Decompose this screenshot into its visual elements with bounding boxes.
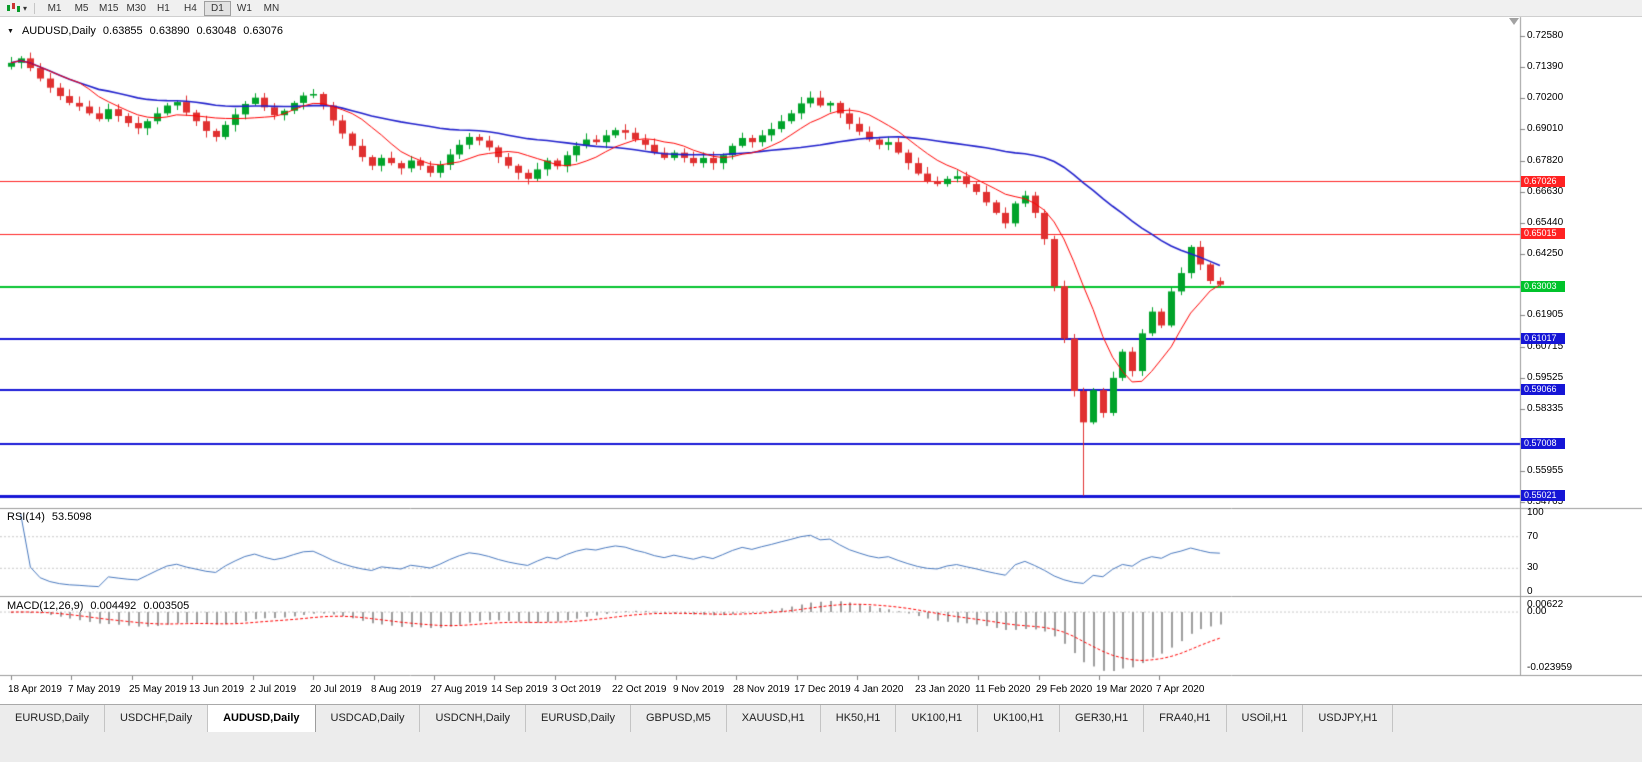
price-line-tag[interactable]: 0.67026 xyxy=(1521,175,1565,187)
timeframe-button-h4[interactable]: H4 xyxy=(184,2,197,14)
date-axis-label: 22 Oct 2019 xyxy=(612,684,667,695)
toolbar-separator xyxy=(34,2,36,14)
timeframe-button-d1[interactable]: D1 xyxy=(203,0,231,16)
timeframe-button-m1[interactable]: M1 xyxy=(47,2,62,14)
macd-value-main: 0.004492 xyxy=(90,600,137,612)
price-axis-label: 0.60715 xyxy=(1527,340,1564,352)
price-line-tag[interactable]: 0.61017 xyxy=(1521,333,1565,345)
macd-axis-zero: 0.00 xyxy=(1527,606,1547,618)
rsi-axis-label: 30 xyxy=(1527,562,1539,574)
chart-shift-marker[interactable] xyxy=(1509,18,1519,25)
rsi-axis-label: 100 xyxy=(1527,507,1544,518)
ohlc-close: 0.63076 xyxy=(243,25,283,37)
price-axis-label: 0.54765 xyxy=(1527,496,1564,508)
date-axis-label: 28 Nov 2019 xyxy=(733,684,790,695)
date-axis-label: 25 May 2019 xyxy=(129,684,187,695)
ohlc-low: 0.63048 xyxy=(196,25,237,37)
timeframe-toolbar: ▾ M1 M5 M15 M30 H1 H4 D1 W1 MN xyxy=(0,0,1642,17)
rsi-axis-label: 70 xyxy=(1527,530,1539,542)
price-axis-label: 0.65440 xyxy=(1527,216,1564,228)
chart-tab-usdcad-daily[interactable]: USDCAD,Daily xyxy=(315,705,421,732)
rsi-axis-label: 0 xyxy=(1527,586,1533,597)
price-axis-label: 0.64250 xyxy=(1527,247,1564,259)
price-axis-label: 0.66630 xyxy=(1527,185,1564,197)
date-axis-label: 8 Aug 2019 xyxy=(371,684,422,695)
date-axis-label: 7 May 2019 xyxy=(68,684,121,695)
date-axis-label: 23 Jan 2020 xyxy=(915,684,971,695)
date-axis-label: 4 Jan 2020 xyxy=(854,684,904,695)
chart-tab-audusd-daily[interactable]: AUDUSD,Daily xyxy=(208,705,316,732)
chart-tab-eurusd-daily[interactable]: EURUSD,Daily xyxy=(526,705,631,732)
chart-tab-usoil-h1[interactable]: USOil,H1 xyxy=(1226,705,1304,732)
rsi-name: RSI(14) xyxy=(7,511,45,523)
date-axis-label: 29 Feb 2020 xyxy=(1036,684,1093,695)
price-line-tag[interactable]: 0.63003 xyxy=(1521,281,1565,293)
price-axis-label: 0.71390 xyxy=(1527,61,1564,73)
chart-tab-usdjpy-h1[interactable]: USDJPY,H1 xyxy=(1303,705,1394,732)
chart-tab-ger30-h1[interactable]: GER30,H1 xyxy=(1059,705,1145,732)
chart-tab-hk50-h1[interactable]: HK50,H1 xyxy=(820,705,897,732)
timeframe-button-m5[interactable]: M5 xyxy=(74,2,89,14)
chart-type-icon[interactable] xyxy=(5,2,21,14)
macd-name: MACD(12,26,9) xyxy=(7,600,84,612)
price-line-tag[interactable]: 0.57008 xyxy=(1521,438,1565,450)
date-axis-label: 2 Jul 2019 xyxy=(250,684,297,695)
chevron-down-icon[interactable]: ▾ xyxy=(23,3,28,13)
date-axis-label: 17 Dec 2019 xyxy=(794,684,851,695)
chart-tab-usdcnh-daily[interactable]: USDCNH,Daily xyxy=(420,705,527,732)
date-axis-label: 7 Apr 2020 xyxy=(1156,684,1205,695)
price-line-tag[interactable]: 0.59066 xyxy=(1521,384,1565,396)
macd-panel-label: MACD(12,26,9) 0.004492 0.003505 xyxy=(7,600,189,612)
chart-tab-uk100-h1[interactable]: UK100,H1 xyxy=(978,705,1060,732)
date-axis-label: 13 Jun 2019 xyxy=(189,684,245,695)
price-axis-label: 0.67820 xyxy=(1527,154,1564,166)
date-axis-label: 19 Mar 2020 xyxy=(1096,684,1153,695)
chart-tab-uk100-h1[interactable]: UK100,H1 xyxy=(896,705,979,732)
price-axis-label: 0.58335 xyxy=(1527,402,1564,414)
timeframe-button-mn[interactable]: MN xyxy=(263,2,280,14)
macd-axis-max: 0.00622 xyxy=(1527,599,1564,610)
macd-value-signal: 0.003505 xyxy=(143,600,190,612)
chart-tab-gbpusd-m5[interactable]: GBPUSD,M5 xyxy=(631,705,727,732)
ohlc-header: ▼ AUDUSD,Daily 0.63855 0.63890 0.63048 0… xyxy=(7,25,283,37)
rsi-value: 53.5098 xyxy=(51,511,92,523)
chart-tab-xauusd-h1[interactable]: XAUUSD,H1 xyxy=(726,705,821,732)
chart-tab-eurusd-daily[interactable]: EURUSD,Daily xyxy=(0,705,105,732)
price-axis-label: 0.61905 xyxy=(1527,309,1564,321)
price-line-tag[interactable]: 0.65015 xyxy=(1521,228,1565,240)
timeframe-button-m15[interactable]: M15 xyxy=(99,2,119,14)
macd-axis-min: -0.023959 xyxy=(1527,662,1573,673)
symbol-dropdown-icon[interactable]: ▼ xyxy=(7,27,14,35)
timeframe-button-w1[interactable]: W1 xyxy=(236,2,252,14)
price-axis-label: 0.59525 xyxy=(1527,371,1564,383)
timeframe-buttons: M1 M5 M15 M30 H1 H4 D1 W1 MN xyxy=(41,0,285,16)
price-axis-label: 0.72580 xyxy=(1527,29,1564,41)
rsi-panel-label: RSI(14) 53.5098 xyxy=(7,511,92,523)
date-axis-label: 11 Feb 2020 xyxy=(975,684,1031,695)
price-axis-label: 0.55955 xyxy=(1527,465,1564,477)
date-axis-label: 14 Sep 2019 xyxy=(491,684,548,695)
date-axis-label: 9 Nov 2019 xyxy=(673,684,725,695)
chart-tab-usdchf-daily[interactable]: USDCHF,Daily xyxy=(104,705,209,732)
price-axis-label: 0.70200 xyxy=(1527,92,1564,104)
chart-tabs: EURUSD,Daily USDCHF,Daily AUDUSD,Daily USDC… xyxy=(0,704,1642,762)
chart-tab-fra40-h1[interactable]: FRA40,H1 xyxy=(1144,705,1227,732)
ohlc-high: 0.63890 xyxy=(149,25,190,37)
price-axis-label: 0.69010 xyxy=(1527,123,1564,135)
timeframe-button-h1[interactable]: H1 xyxy=(157,2,170,14)
date-axis-label: 20 Jul 2019 xyxy=(310,684,362,695)
date-axis-label: 18 Apr 2019 xyxy=(8,684,62,695)
price-line-tag[interactable]: 0.55021 xyxy=(1521,490,1565,502)
chart-symbol-period: AUDUSD,Daily xyxy=(21,25,96,37)
timeframe-button-m30[interactable]: M30 xyxy=(126,2,146,14)
date-axis-label: 3 Oct 2019 xyxy=(552,684,601,695)
date-axis-label: 27 Aug 2019 xyxy=(431,684,488,695)
ohlc-open: 0.63855 xyxy=(102,25,143,37)
